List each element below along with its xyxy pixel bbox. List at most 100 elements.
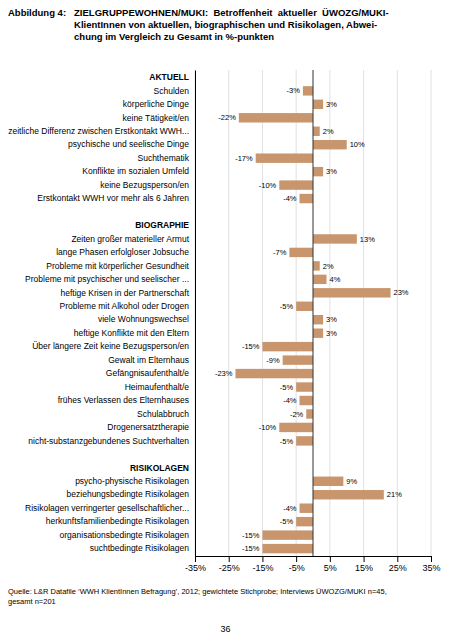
y-tick: psycho-physische Risikolagen (75, 476, 195, 486)
y-tick: Konflikte im sozialen Umfeld (82, 166, 195, 176)
x-tick-label: 35% (422, 563, 440, 573)
page-number: 36 (220, 624, 230, 634)
subtitle: ZIELGRUPPEWOHNEN/MUKI: Betroffenheit akt… (74, 7, 389, 18)
bar (296, 382, 313, 391)
y-tick: Probleme mit Alkohol oder Drogen (60, 301, 195, 311)
bar (313, 288, 391, 297)
category-label: heftige Krisen in der Partnerschaft (60, 288, 189, 298)
data-label: -5% (280, 383, 294, 392)
grid-line (228, 70, 229, 556)
bar (313, 234, 357, 243)
y-tick: viele Wohnungswechsel (98, 314, 195, 324)
category-label: suchtbedingte Risikolagen (90, 543, 190, 553)
x-tick-mark (431, 556, 432, 562)
data-labels: -3%3%-22%2%10%-17%3%-10%-4%13%-7%2%4%23%… (215, 86, 409, 553)
x-tick-label: 15% (355, 563, 373, 573)
category-label: Erstkontakt WWH vor mehr als 6 Jahren (37, 193, 189, 203)
data-label: 3% (326, 329, 337, 338)
data-label: -5% (280, 302, 294, 311)
y-tick: Über längere Zeit keine Bezugsperson/en (32, 341, 195, 351)
data-label: -5% (280, 437, 294, 446)
bar (303, 86, 313, 95)
data-label: -4% (283, 504, 297, 513)
bar (313, 477, 343, 486)
bar (313, 127, 320, 136)
bar (313, 140, 347, 149)
data-label: -9% (266, 356, 280, 365)
y-tick: körperliche Dinge (123, 99, 195, 109)
grid-line (431, 70, 432, 556)
category-heading: AKTUELL (149, 72, 189, 82)
source-note: gesamt n=201 (8, 597, 56, 606)
category-label: Risikolagen verringerter gesellschaftlic… (25, 503, 189, 513)
bar (313, 261, 320, 270)
category-label: keine Bezugsperson/en (100, 180, 189, 190)
data-label: -22% (218, 113, 236, 122)
bar (279, 423, 313, 432)
data-label: -7% (273, 248, 287, 257)
category-label: körperliche Dinge (123, 99, 189, 109)
category-label: lange Phasen erfolgloser Jobsuche (56, 247, 189, 257)
data-label: -3% (287, 86, 301, 95)
category-label: Probleme mit psychischer und seelischer … (25, 274, 189, 284)
bar (313, 100, 323, 109)
x-tick: -15% (252, 556, 273, 573)
y-tick: Gewalt im Elternhaus (108, 355, 195, 365)
x-tick-label: -25% (219, 563, 240, 573)
bar (296, 302, 313, 311)
x-tick-label: -5% (289, 563, 305, 573)
category-label: Drogenersatztherapie (107, 422, 189, 432)
y-tick: Zeiten großer materieller Armut (71, 234, 195, 244)
x-axis-line (196, 557, 432, 563)
bar (300, 503, 313, 512)
data-label: 2% (323, 262, 334, 271)
x-tick: 35% (422, 556, 440, 573)
category-label: heftige Konflikte mit den Eltern (74, 328, 190, 338)
data-label: -17% (235, 154, 253, 163)
y-tick: Drogenersatztherapie (107, 422, 195, 432)
category-label: Heimaufenthalt/e (125, 382, 190, 392)
category-label: Schulabbruch (137, 409, 189, 419)
bar (313, 275, 326, 284)
y-tick: AKTUELL (149, 72, 195, 82)
x-tick-label: -35% (185, 563, 206, 573)
category-label: frühes Verlassen des Elternhauses (58, 395, 189, 405)
bar (296, 517, 313, 526)
bar (313, 328, 323, 337)
category-label: Konflikte im sozialen Umfeld (82, 166, 189, 176)
category-heading: BIOGRAPHIE (135, 220, 189, 230)
y-axis: AKTUELLSchuldenkörperliche Dingekeine Tä… (8, 71, 195, 557)
y-tick: herkunftsfamilienbedingte Risikolagen (46, 516, 195, 526)
grid-line (195, 70, 196, 556)
bar (279, 180, 313, 189)
bar (235, 369, 313, 378)
category-label: Zeiten großer materieller Armut (71, 234, 189, 244)
subtitle: KlientInnen von aktuellen, biographische… (74, 19, 377, 30)
data-label: -23% (215, 369, 233, 378)
x-tick-mark (330, 556, 331, 562)
y-tick: BIOGRAPHIE (135, 220, 195, 230)
x-tick-mark (229, 556, 230, 562)
chart: Abbildung 4: ZIELGRUPPEWOHNEN/MUKI: Betro… (0, 0, 451, 640)
category-label: psychische und seelische Dinge (68, 139, 189, 149)
y-tick: psychische und seelische Dinge (68, 139, 195, 149)
grid-line (262, 70, 263, 556)
category-label: viele Wohnungswechsel (98, 314, 189, 324)
x-tick: -35% (185, 556, 206, 573)
y-tick: suchtbedingte Risikolagen (90, 543, 195, 553)
y-tick: organisationsbedingte Risikolagen (60, 530, 195, 540)
x-tick-label: 25% (389, 563, 407, 573)
data-label: 4% (329, 275, 340, 284)
category-label: Suchthematik (138, 153, 190, 163)
grid-line (296, 70, 297, 556)
title: Abbildung 4: (8, 7, 66, 18)
annotations: Quelle: L&R Datafile ‘WWH KlientInnen Be… (8, 587, 387, 634)
data-label: -15% (242, 342, 260, 351)
bar (313, 315, 323, 324)
y-tick: Schulden (154, 86, 195, 96)
bar (239, 113, 313, 122)
y-axis-line (195, 71, 196, 557)
y-tick: Schulabbruch (137, 409, 195, 419)
y-tick: Erstkontakt WWH vor mehr als 6 Jahren (37, 193, 195, 203)
category-label: Gewalt im Elternhaus (108, 355, 189, 365)
